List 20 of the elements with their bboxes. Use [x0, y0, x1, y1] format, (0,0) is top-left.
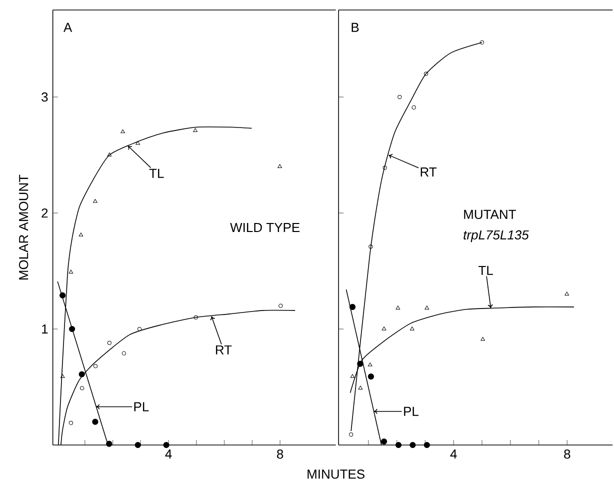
x-tick-label: 8 — [277, 450, 284, 459]
annotation: A — [64, 22, 72, 32]
x-axis-title: MINUTES — [308, 470, 364, 479]
y-tick-label: 3 — [42, 92, 48, 102]
x-tick-label: 8 — [564, 450, 570, 459]
annotation: TL — [149, 168, 164, 178]
annotation: PL — [134, 402, 149, 412]
y-tick-label: 2 — [42, 208, 48, 218]
annotation: trpL75L135 — [464, 230, 529, 242]
annotation: WILD TYPE — [230, 223, 300, 232]
annotation: TL — [478, 266, 493, 275]
annotation: RT — [420, 168, 437, 176]
x-tick-label: 4 — [450, 450, 457, 458]
y-tick-label: 1 — [42, 324, 48, 334]
annotation: MUTANT — [464, 210, 516, 219]
annotation: PL — [404, 406, 418, 416]
annotation: B — [352, 22, 359, 32]
annotation: RT — [216, 345, 232, 354]
x-tick-label: 4 — [165, 450, 172, 458]
y-axis-title: MOLAR AMOUNT — [18, 174, 28, 280]
